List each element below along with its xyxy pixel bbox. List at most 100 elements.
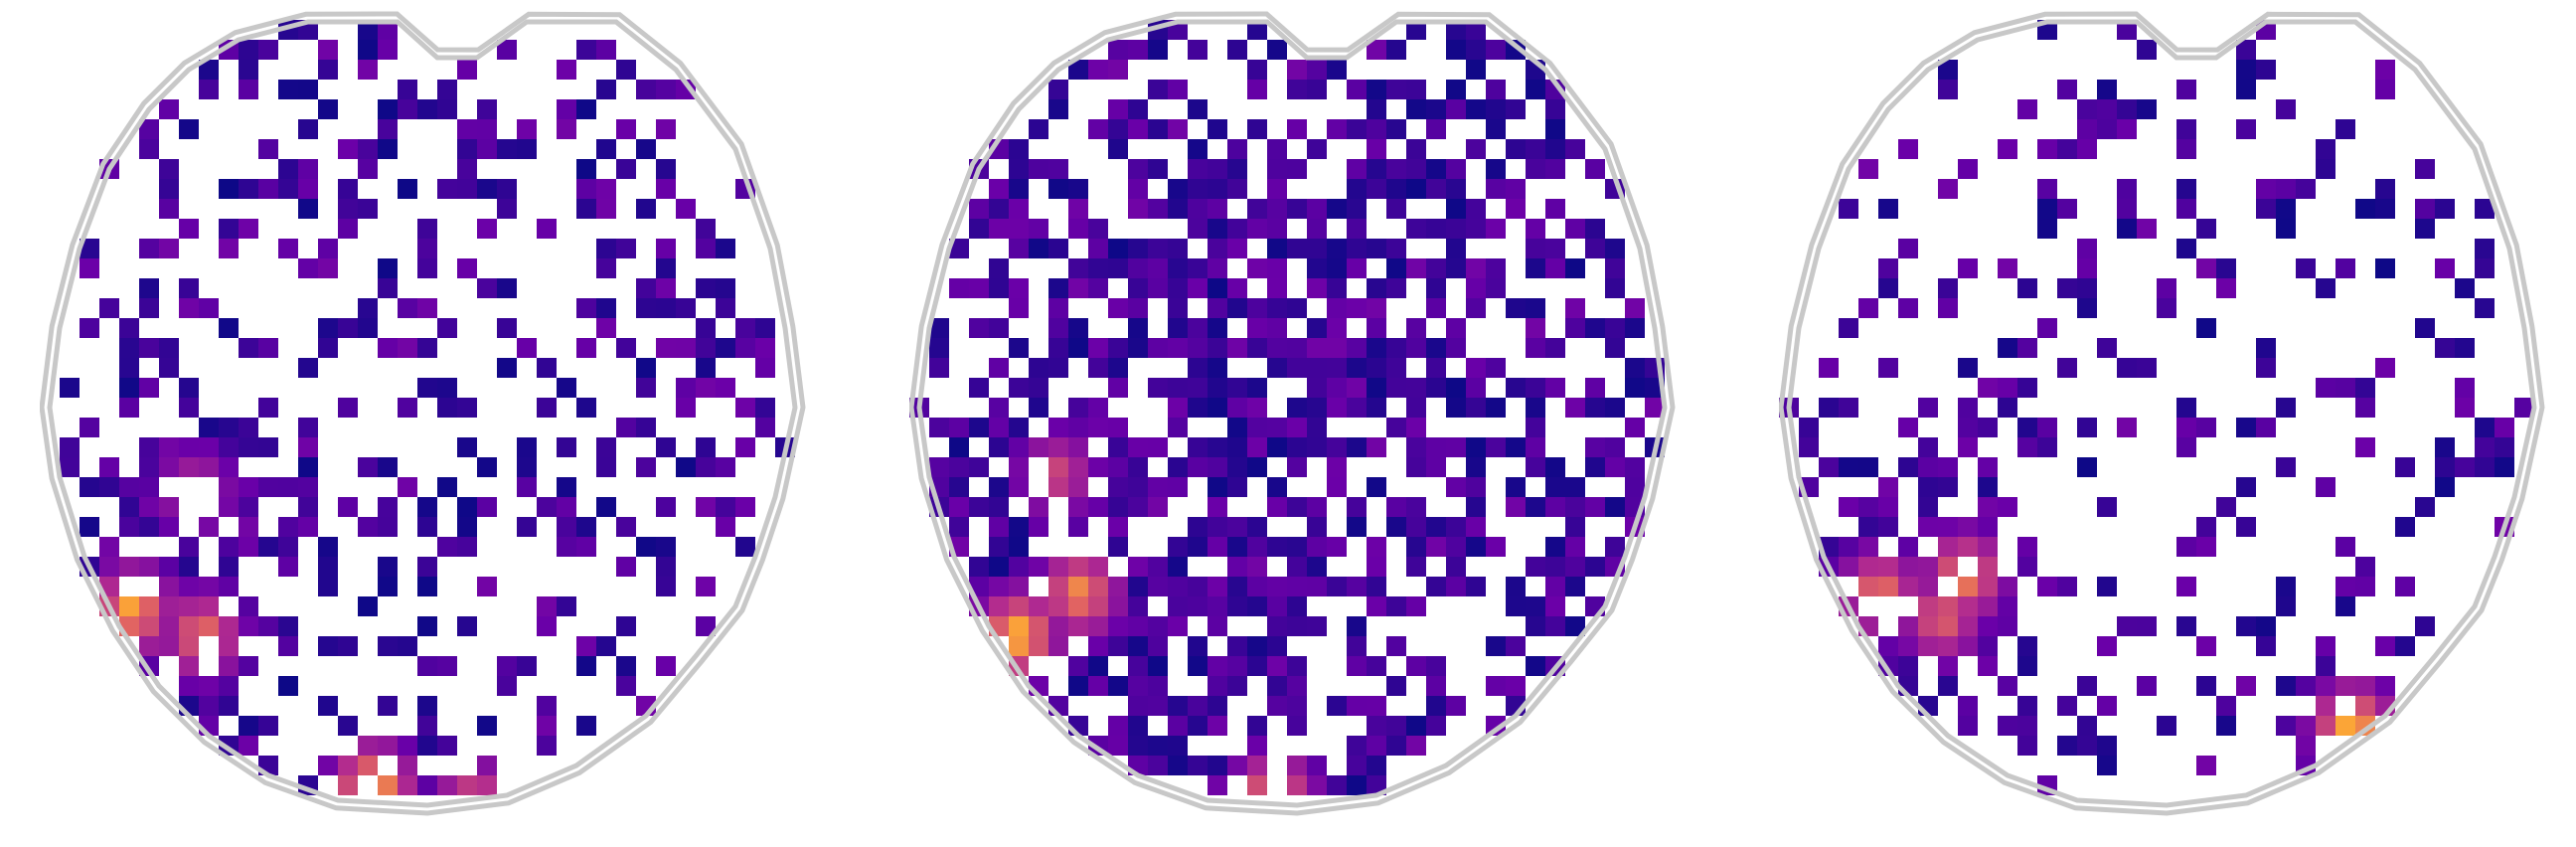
activation-voxel [1446, 20, 1466, 40]
activation-voxel [1227, 179, 1247, 199]
activation-voxel [1188, 40, 1208, 60]
activation-voxel [1029, 557, 1048, 577]
activation-voxel [2196, 636, 2216, 656]
activation-voxel [1068, 676, 1088, 696]
activation-voxel [656, 437, 676, 457]
activation-voxel [1227, 398, 1247, 418]
activation-voxel [179, 656, 199, 676]
activation-voxel [1605, 239, 1625, 258]
activation-voxel [1128, 318, 1148, 338]
activation-voxel [1168, 696, 1188, 716]
activation-voxel [2077, 676, 2097, 696]
activation-voxel [2514, 398, 2534, 418]
activation-voxel [199, 517, 219, 537]
activation-voxel [676, 378, 696, 398]
activation-voxel [1898, 577, 1918, 596]
activation-voxel [1486, 676, 1506, 696]
activation-voxel [1029, 219, 1048, 239]
activation-voxel [1168, 318, 1188, 338]
activation-voxel [2375, 358, 2395, 378]
activation-voxel [1958, 537, 1978, 557]
activation-voxel [2355, 398, 2375, 418]
activation-voxel [139, 378, 159, 398]
activation-voxel [1526, 457, 1545, 477]
activation-voxel [398, 298, 417, 318]
activation-voxel [1506, 497, 1526, 517]
activation-voxel [318, 99, 338, 119]
activation-voxel [1029, 358, 1048, 378]
activation-voxel [1048, 457, 1068, 477]
activation-voxel [119, 517, 139, 537]
activation-voxel [1088, 577, 1108, 596]
activation-voxel [1148, 497, 1168, 517]
activation-voxel [1048, 298, 1068, 318]
activation-voxel [1267, 636, 1287, 656]
activation-voxel [949, 457, 969, 477]
activation-voxel [2316, 656, 2335, 676]
activation-voxel [1247, 557, 1267, 577]
activation-voxel [1898, 298, 1918, 318]
activation-voxel [1168, 258, 1188, 278]
activation-voxel [1506, 99, 1526, 119]
activation-voxel [989, 358, 1009, 378]
activation-voxel [139, 457, 159, 477]
activation-voxel [239, 517, 258, 537]
activation-voxel [239, 40, 258, 60]
activation-voxel [1938, 537, 1958, 557]
activation-voxel [99, 537, 119, 557]
activation-voxel [1088, 358, 1108, 378]
activation-voxel [989, 318, 1009, 338]
activation-voxel [1446, 696, 1466, 716]
activation-voxel [258, 40, 278, 60]
activation-voxel [378, 696, 398, 716]
activation-voxel [1009, 418, 1029, 437]
activation-voxel [1188, 457, 1208, 477]
brain-outline-inner [47, 19, 798, 808]
activation-voxel [199, 60, 219, 80]
activation-voxel [1998, 398, 2017, 418]
activation-voxel [2435, 457, 2455, 477]
activation-voxel [2137, 99, 2157, 119]
activation-voxel [1545, 596, 1565, 616]
activation-voxel [1426, 219, 1446, 239]
activation-voxel [696, 437, 716, 457]
activation-voxel [1128, 596, 1148, 616]
activation-voxel [517, 477, 537, 497]
brain-slice-panel-2 [909, 0, 1685, 847]
activation-voxel [199, 80, 219, 99]
activation-voxel [989, 537, 1009, 557]
activation-voxel [1426, 437, 1446, 457]
activation-voxel [1466, 517, 1486, 537]
activation-voxel [1168, 616, 1188, 636]
activation-voxel [1247, 756, 1267, 775]
activation-voxel [2037, 179, 2057, 199]
activation-voxel [1009, 557, 1029, 577]
activation-voxel [2037, 219, 2057, 239]
activation-voxel [1048, 358, 1068, 378]
activation-voxel [2455, 457, 2475, 477]
activation-voxel [1367, 179, 1386, 199]
activation-voxel [1565, 398, 1585, 418]
activation-voxel [1526, 338, 1545, 358]
activation-voxel [1108, 457, 1128, 477]
activation-voxel [1565, 616, 1585, 636]
activation-voxel [636, 278, 656, 298]
activation-voxel [278, 239, 298, 258]
activation-voxel [989, 497, 1009, 517]
activation-voxel [1958, 596, 1978, 616]
activation-voxel [378, 577, 398, 596]
activation-voxel [2176, 139, 2196, 159]
activation-voxel [1287, 338, 1307, 358]
activation-voxel [1068, 616, 1088, 636]
activation-voxel [1148, 119, 1168, 139]
activation-voxel [1625, 477, 1645, 497]
activation-voxel [437, 656, 457, 676]
activation-voxel [1287, 557, 1307, 577]
activation-voxel [239, 437, 258, 457]
activation-voxel [497, 40, 517, 60]
activation-voxel [457, 398, 477, 418]
activation-voxel [2216, 497, 2236, 517]
activation-voxel [1247, 736, 1267, 756]
activation-voxel [537, 696, 557, 716]
activation-voxel [318, 577, 338, 596]
